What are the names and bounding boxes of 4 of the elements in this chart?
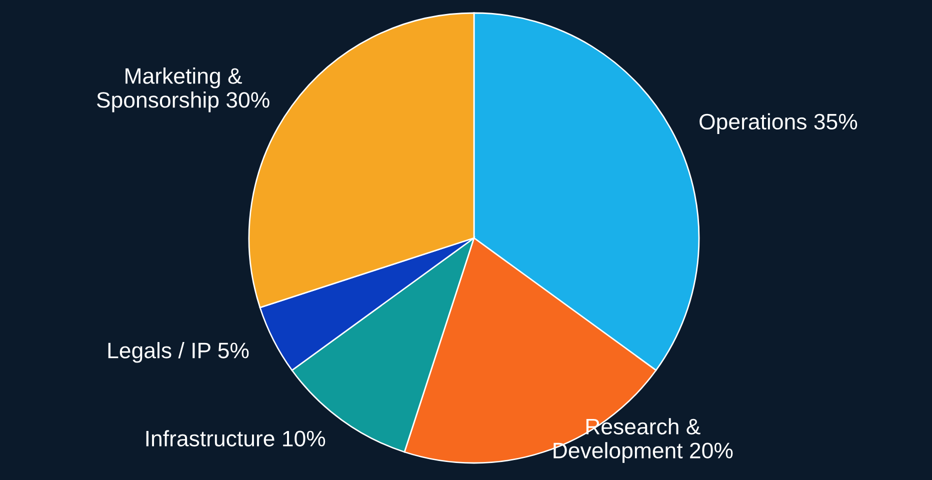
slice-label: Marketing & Sponsorship 30% bbox=[96, 68, 270, 112]
slice-label: Infrastructure 10% bbox=[146, 430, 326, 446]
slice-label: Operations 35% bbox=[700, 113, 858, 134]
slice-label: Legals / IP 5% bbox=[108, 342, 249, 363]
